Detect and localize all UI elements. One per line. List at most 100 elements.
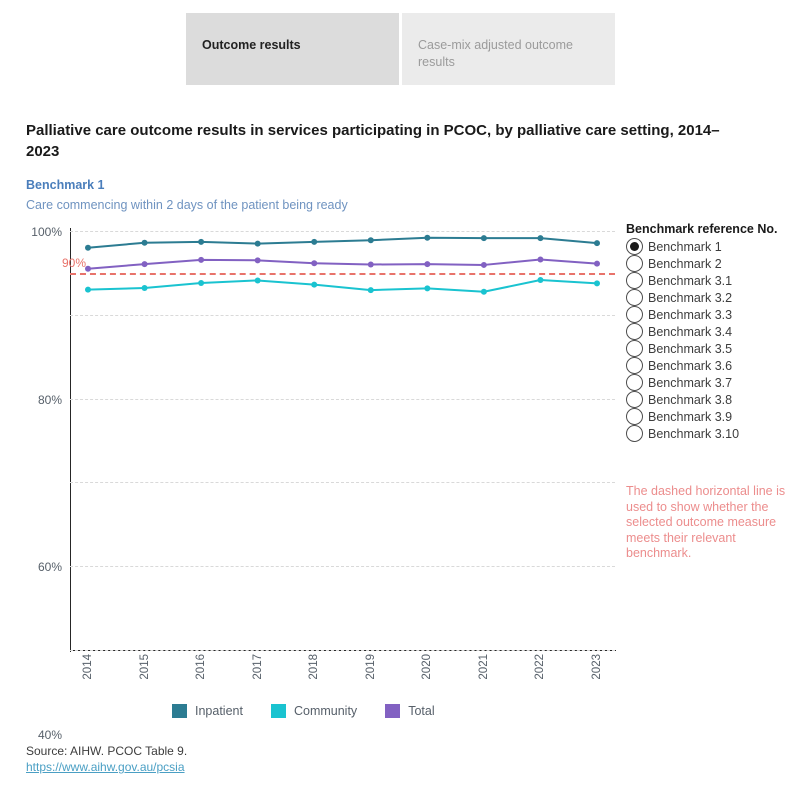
tab-label: Case-mix adjusted outcome results	[418, 38, 573, 69]
benchmark-option-benchmark-3-3[interactable]: Benchmark 3.3	[626, 306, 800, 323]
data-point[interactable]	[424, 285, 431, 292]
data-point[interactable]	[254, 240, 261, 247]
benchmark-option-label: Benchmark 3.5	[648, 341, 733, 356]
radio-icon[interactable]	[626, 306, 643, 323]
benchmark-radio-group[interactable]: Benchmark 1 Benchmark 2 Benchmark 3.1 Bench…	[626, 238, 800, 442]
x-axis-tick-label: 2018	[308, 654, 321, 680]
source-text: Source: AIHW. PCOC Table 9.	[26, 744, 188, 758]
data-point[interactable]	[85, 286, 91, 293]
data-point[interactable]	[85, 244, 91, 251]
data-point[interactable]	[537, 235, 544, 242]
data-point[interactable]	[424, 261, 431, 268]
data-point[interactable]	[594, 260, 600, 267]
data-point[interactable]	[141, 239, 148, 246]
data-point[interactable]	[424, 234, 431, 241]
series-line-community	[87, 279, 598, 293]
data-point[interactable]	[85, 265, 91, 272]
benchmark-reference-label: 90%	[62, 255, 87, 270]
tab-label: Outcome results	[202, 38, 301, 52]
legend-swatch	[172, 704, 187, 718]
chart-legend: Inpatient Community Total	[172, 704, 435, 718]
radio-icon[interactable]	[626, 323, 643, 340]
data-point[interactable]	[311, 238, 318, 245]
x-axis-tick-label: 2021	[477, 654, 490, 680]
y-axis-line	[70, 228, 71, 652]
radio-icon[interactable]	[626, 374, 643, 391]
radio-icon[interactable]	[626, 425, 643, 442]
legend-label: Community	[293, 704, 358, 718]
data-point[interactable]	[367, 287, 374, 294]
data-point[interactable]	[141, 261, 148, 268]
radio-icon[interactable]	[626, 408, 643, 425]
radio-dot-icon	[630, 242, 639, 251]
legend-item[interactable]: Inpatient	[172, 704, 243, 718]
gridline: 40%	[38, 482, 615, 742]
data-point[interactable]	[367, 237, 374, 244]
benchmark-option-benchmark-3-5[interactable]: Benchmark 3.5	[626, 340, 800, 357]
data-point[interactable]	[480, 261, 487, 268]
benchmark-option-benchmark-3-8[interactable]: Benchmark 3.8	[626, 391, 800, 408]
y-axis-tick-label: 80%	[37, 392, 62, 407]
legend-item[interactable]: Total	[385, 704, 435, 718]
radio-icon[interactable]	[626, 238, 643, 255]
benchmark-option-benchmark-3-7[interactable]: Benchmark 3.7	[626, 374, 800, 391]
data-point[interactable]	[198, 256, 205, 263]
data-point[interactable]	[594, 240, 600, 247]
page-title: Palliative care outcome results in servi…	[26, 122, 720, 160]
data-point[interactable]	[537, 277, 544, 284]
data-point[interactable]	[311, 260, 318, 267]
source-link[interactable]: https://www.aihw.gov.au/pcsia	[26, 760, 185, 774]
gridline: 80%	[38, 314, 615, 407]
chart-plot-area: 0% 20% 40% 60% 80% 100% 90%	[31, 225, 615, 742]
benchmark-reference-line	[70, 272, 615, 275]
benchmark-note: The dashed horizontal line is used to sh…	[626, 484, 786, 561]
radio-icon[interactable]	[626, 289, 643, 306]
legend-label: Total	[408, 704, 435, 718]
radio-icon[interactable]	[626, 340, 643, 357]
data-point[interactable]	[141, 284, 148, 291]
data-point[interactable]	[594, 280, 600, 287]
legend-label: Inpatient	[195, 704, 243, 718]
benchmark-option-benchmark-3-9[interactable]: Benchmark 3.9	[626, 408, 800, 425]
legend-item[interactable]: Community	[270, 704, 358, 718]
benchmark-option-label: Benchmark 3.6	[648, 358, 733, 373]
benchmark-option-benchmark-3-6[interactable]: Benchmark 3.6	[626, 357, 800, 374]
tab-outcome-results[interactable]: Outcome results	[186, 13, 399, 85]
radio-icon[interactable]	[626, 272, 643, 289]
benchmark-option-label: Benchmark 3.7	[648, 375, 733, 390]
benchmark-option-benchmark-3-1[interactable]: Benchmark 3.1	[626, 272, 800, 289]
benchmark-filter-title: Benchmark reference No.	[626, 222, 778, 236]
data-point[interactable]	[537, 256, 544, 263]
benchmark-option-benchmark-1[interactable]: Benchmark 1	[626, 238, 800, 255]
benchmark-option-label: Benchmark 3.10	[648, 426, 740, 441]
benchmark-option-benchmark-3-10[interactable]: Benchmark 3.10	[626, 425, 800, 442]
benchmark-option-benchmark-2[interactable]: Benchmark 2	[626, 255, 800, 272]
gridline: 100%	[31, 225, 615, 239]
x-axis-tick-label: 2020	[421, 654, 434, 680]
data-point[interactable]	[198, 279, 205, 286]
series-lines	[85, 234, 600, 295]
data-point[interactable]	[198, 238, 205, 245]
data-point[interactable]	[480, 235, 487, 242]
radio-icon[interactable]	[626, 357, 643, 374]
y-axis-tick-label: 60%	[37, 560, 62, 575]
benchmark-option-label: Benchmark 2	[648, 256, 722, 271]
data-point[interactable]	[367, 261, 374, 268]
benchmark-description: Care commencing within 2 days of the pat…	[26, 198, 348, 212]
gridline: 0%	[70, 650, 615, 651]
benchmark-option-label: Benchmark 1	[648, 239, 722, 254]
data-point[interactable]	[254, 257, 261, 264]
radio-icon[interactable]	[626, 255, 643, 272]
benchmark-option-label: Benchmark 3.2	[648, 290, 733, 305]
benchmark-option-benchmark-3-4[interactable]: Benchmark 3.4	[626, 323, 800, 340]
radio-icon[interactable]	[626, 391, 643, 408]
legend-swatch	[385, 704, 401, 718]
tab-bar: Outcome results Case-mix adjusted outcom…	[186, 13, 615, 85]
data-point[interactable]	[311, 281, 318, 288]
benchmark-option-benchmark-3-2[interactable]: Benchmark 3.2	[626, 289, 800, 306]
tab-case-mix-adjusted-outcome-results[interactable]: Case-mix adjusted outcome results	[402, 13, 615, 85]
data-point[interactable]	[254, 277, 261, 284]
x-axis-tick-label: 2014	[82, 654, 94, 680]
x-axis-tick-label: 2015	[138, 654, 151, 680]
data-point[interactable]	[480, 288, 487, 295]
